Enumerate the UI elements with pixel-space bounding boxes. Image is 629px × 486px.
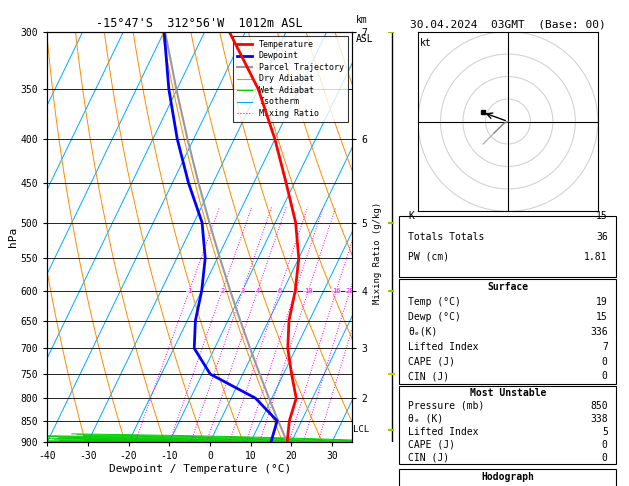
Text: 4: 4 (255, 288, 260, 294)
Text: Hodograph: Hodograph (481, 471, 535, 482)
Text: 10: 10 (304, 288, 313, 294)
Text: Surface: Surface (487, 282, 528, 292)
Text: CIN (J): CIN (J) (408, 371, 449, 382)
Text: 338: 338 (590, 414, 608, 424)
Text: 0: 0 (602, 371, 608, 382)
Text: CAPE (J): CAPE (J) (408, 440, 455, 450)
Text: PW (cm): PW (cm) (408, 252, 449, 262)
Text: kt: kt (420, 38, 432, 48)
Text: 19: 19 (596, 297, 608, 307)
Text: 1: 1 (187, 288, 191, 294)
Text: 336: 336 (590, 327, 608, 337)
Text: Pressure (mb): Pressure (mb) (408, 401, 484, 411)
Text: 20: 20 (346, 288, 354, 294)
Text: 6: 6 (277, 288, 282, 294)
Text: 0: 0 (602, 357, 608, 366)
Y-axis label: hPa: hPa (8, 227, 18, 247)
Title: -15°47'S  312°56'W  1012m ASL: -15°47'S 312°56'W 1012m ASL (96, 17, 303, 31)
Text: 0: 0 (602, 452, 608, 463)
Text: 15: 15 (596, 312, 608, 322)
Text: CIN (J): CIN (J) (408, 452, 449, 463)
Text: 3: 3 (240, 288, 245, 294)
Text: 15: 15 (596, 211, 608, 221)
Text: Temp (°C): Temp (°C) (408, 297, 461, 307)
Text: 1.81: 1.81 (584, 252, 608, 262)
Text: Dewp (°C): Dewp (°C) (408, 312, 461, 322)
Text: Most Unstable: Most Unstable (470, 388, 546, 398)
Text: Lifted Index: Lifted Index (408, 342, 479, 352)
Text: km: km (355, 15, 367, 25)
Text: 0: 0 (602, 440, 608, 450)
Text: Totals Totals: Totals Totals (408, 231, 484, 242)
Text: 850: 850 (590, 401, 608, 411)
Text: θₑ(K): θₑ(K) (408, 327, 438, 337)
X-axis label: Dewpoint / Temperature (°C): Dewpoint / Temperature (°C) (109, 464, 291, 474)
Text: CAPE (J): CAPE (J) (408, 357, 455, 366)
Text: 36: 36 (596, 231, 608, 242)
Legend: Temperature, Dewpoint, Parcel Trajectory, Dry Adiabat, Wet Adiabat, Isotherm, Mi: Temperature, Dewpoint, Parcel Trajectory… (233, 36, 348, 122)
Text: 5: 5 (602, 427, 608, 437)
Text: θₑ (K): θₑ (K) (408, 414, 443, 424)
Text: 7: 7 (602, 342, 608, 352)
Text: 2: 2 (220, 288, 225, 294)
Text: K: K (408, 211, 414, 221)
Text: ASL: ASL (355, 34, 373, 44)
Text: 16: 16 (332, 288, 340, 294)
Text: Mixing Ratio (g/kg): Mixing Ratio (g/kg) (373, 202, 382, 304)
Text: Lifted Index: Lifted Index (408, 427, 479, 437)
Text: 8: 8 (294, 288, 298, 294)
Text: LCL: LCL (353, 425, 370, 434)
Title: 30.04.2024  03GMT  (Base: 00): 30.04.2024 03GMT (Base: 00) (410, 19, 606, 30)
